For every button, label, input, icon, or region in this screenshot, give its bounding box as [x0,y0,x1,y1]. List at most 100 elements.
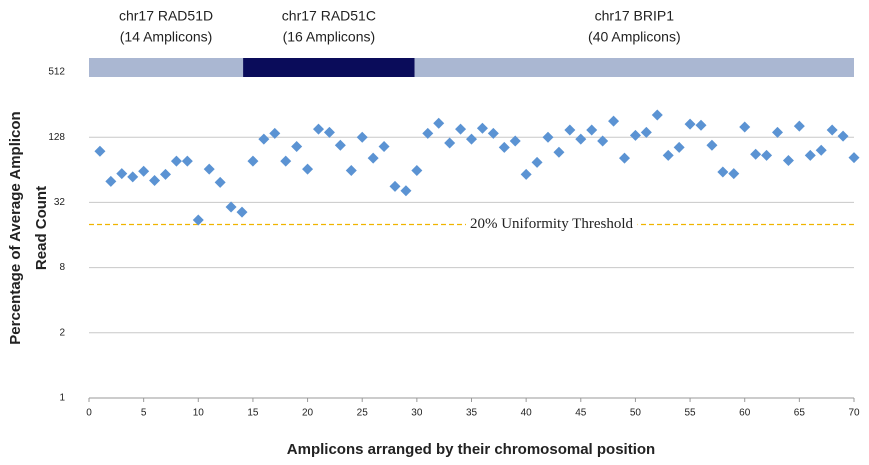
x-tick-label: 35 [466,408,478,419]
data-point [160,168,171,180]
x-tick-label: 5 [141,408,147,419]
data-point [619,152,630,164]
x-axis-title: Amplicons arranged by their chromosomal … [287,441,655,458]
threshold-label: 20% Uniformity Threshold [470,216,634,232]
x-tick-label: 0 [86,408,92,419]
data-point [192,214,204,226]
region-name: chr17 BRIP1 [595,8,675,24]
y-axis-title: Read Count [33,186,50,270]
data-point [848,152,860,164]
x-tick-label: 10 [193,408,205,419]
data-point [94,145,106,157]
data-point [750,148,762,160]
y-tick-label: 8 [59,262,65,273]
data-point [247,155,259,167]
data-point [706,139,718,151]
x-tick-label: 65 [794,408,806,419]
data-point [542,131,554,143]
data-point [334,139,346,151]
data-point [684,118,696,130]
data-point [400,185,412,197]
data-point [739,121,751,133]
data-point [531,156,543,168]
data-point [181,155,193,167]
data-point [564,124,576,136]
data-point [116,168,128,180]
x-tick-label: 25 [357,408,369,419]
data-point [280,155,292,167]
x-tick-label: 55 [685,408,697,419]
data-point [411,165,423,177]
data-point [236,206,248,218]
y-tick-label: 2 [59,327,65,338]
data-point [772,126,783,138]
data-point [673,141,685,153]
data-point [520,168,532,180]
data-point [793,120,805,132]
region-count: (16 Amplicons) [283,29,376,45]
region-count: (40 Amplicons) [588,29,681,45]
data-point [225,201,237,213]
data-point [509,135,521,147]
y-tick-label: 32 [54,197,66,208]
data-point [761,149,773,161]
x-tick-label: 70 [848,408,860,419]
data-point [597,135,609,147]
data-point [837,130,849,142]
data-point [214,176,226,188]
data-point [389,180,401,192]
data-point [378,141,390,153]
y-axis-title: Percentage of Average Amplicon [7,111,24,344]
threshold-label-bg [465,215,638,232]
data-point [651,109,663,121]
data-point [444,137,456,149]
data-point [466,133,477,145]
data-point [138,165,150,177]
data-point [105,175,117,187]
data-point [203,163,215,175]
x-tick-label: 20 [302,408,314,419]
data-point [149,174,161,186]
data-point [323,126,335,138]
x-tick-label: 15 [247,408,259,419]
data-point [782,154,794,166]
data-point [433,117,445,129]
data-point [291,141,303,153]
data-point [575,133,587,145]
data-point [455,123,467,135]
data-point [553,146,565,158]
region-band [414,58,854,77]
y-tick-label: 1 [59,393,65,404]
data-point [717,166,729,178]
data-point [662,149,674,161]
region-band [89,58,244,77]
region-name: chr17 RAD51D [119,8,213,24]
y-tick-label: 512 [48,67,65,78]
x-tick-label: 50 [630,408,642,419]
data-point [608,115,620,127]
data-point [586,124,598,136]
y-tick-label: 128 [48,132,65,143]
x-tick-label: 40 [521,408,533,419]
data-point [170,155,182,167]
data-point [356,131,368,143]
region-name: chr17 RAD51C [282,8,376,24]
data-point [728,168,740,180]
data-point [313,123,324,135]
x-tick-label: 60 [739,408,751,419]
region-count: (14 Amplicons) [120,29,213,45]
x-tick-label: 45 [575,408,587,419]
data-point [695,119,707,131]
data-point [302,163,314,175]
data-point [422,127,434,139]
region-band [243,58,415,77]
data-point [640,126,652,138]
x-tick-label: 30 [411,408,423,419]
data-point [815,144,827,156]
data-point [345,165,357,177]
data-point [269,127,281,139]
data-point [487,127,499,139]
data-point [367,152,379,164]
data-point [127,171,139,183]
